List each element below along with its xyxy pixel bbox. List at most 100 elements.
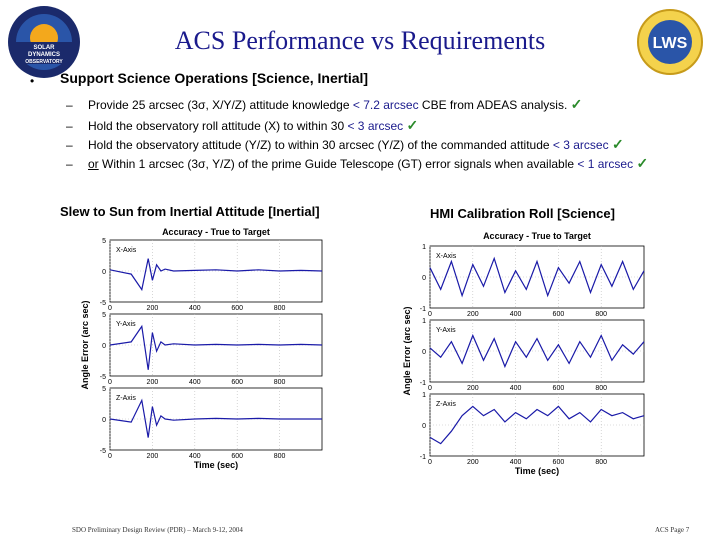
- panel-label: X-Axis: [116, 247, 137, 254]
- x-tick-label: 200: [147, 305, 159, 312]
- x-tick-label: 0: [428, 385, 432, 392]
- sub-text: Hold the observatory attitude (Y/Z) to w…: [88, 138, 553, 152]
- chart-title: Accuracy - True to Target: [483, 231, 591, 241]
- sub-text: Within 1 arcsec (3σ, Y/Z) of the prime G…: [98, 157, 578, 171]
- y-tick-label: -1: [420, 380, 426, 387]
- panel-frame: [429, 319, 645, 383]
- panel-frame: [429, 245, 645, 309]
- requirement-value: < 7.2 arcsec: [352, 98, 419, 112]
- dash: –: [66, 98, 73, 112]
- slew-chart: Accuracy - True to Target Angle Error (ar…: [80, 227, 323, 470]
- x-tick-label: 800: [274, 453, 286, 460]
- sdo-logo-graphic: SOLAR DYNAMICS OBSERVATORY: [8, 6, 80, 78]
- main-bullet: Support Science Operations [Science, Ine…: [60, 70, 369, 86]
- living-with-a-star-logo: LWS: [628, 4, 712, 80]
- y-tick-label: -5: [100, 300, 106, 307]
- sub-text: Provide 25 arcsec (3σ, X/Y/Z) attitude k…: [88, 98, 353, 112]
- x-tick-label: 600: [231, 453, 243, 460]
- x-axis-label: Time (sec): [515, 466, 559, 476]
- chart-title: Accuracy - True to Target: [162, 227, 270, 237]
- requirement-value: < 3 arcsec: [552, 138, 609, 152]
- x-tick-label: 200: [467, 459, 479, 466]
- x-tick-label: 800: [274, 379, 286, 386]
- x-tick-label: 600: [231, 379, 243, 386]
- x-tick-label: 200: [147, 453, 159, 460]
- sub-bullet-2: – Hold the observatory roll attitude (X) …: [66, 117, 418, 134]
- y-tick-label: -1: [420, 454, 426, 461]
- x-tick-label: 0: [428, 311, 432, 318]
- y-tick-label: 0: [422, 349, 426, 356]
- x-axis-label: Time (sec): [194, 460, 238, 470]
- svg-text:LWS: LWS: [653, 35, 688, 52]
- lws-logo-graphic: LWS: [637, 9, 703, 75]
- panel-label: Y-Axis: [116, 321, 136, 328]
- panel-label: Z-Axis: [116, 395, 136, 402]
- check-icon: ✓: [570, 96, 583, 112]
- series-line-z-axis: [429, 405, 645, 445]
- svg-text:OBSERVATORY: OBSERVATORY: [25, 59, 63, 65]
- check-icon: ✓: [611, 136, 624, 152]
- x-tick-label: 800: [274, 305, 286, 312]
- x-tick-label: 0: [108, 453, 112, 460]
- x-tick-label: 800: [595, 385, 607, 392]
- check-icon: ✓: [406, 117, 419, 133]
- requirement-value: < 1 arcsec: [577, 157, 634, 171]
- footer-left: SDO Preliminary Design Review (PDR) – Ma…: [72, 526, 243, 534]
- sub-bullet-4: – or Within 1 arcsec (3σ, Y/Z) of the pri…: [66, 155, 648, 172]
- solar-dynamics-observatory-logo: SOLAR DYNAMICS OBSERVATORY: [6, 4, 82, 80]
- y-tick-label: 5: [102, 386, 106, 393]
- x-tick-label: 600: [553, 311, 565, 318]
- check-icon: ✓: [636, 155, 649, 171]
- right-chart-caption: HMI Calibration Roll [Science]: [430, 206, 615, 221]
- dash: –: [66, 157, 73, 171]
- x-tick-label: 400: [510, 459, 522, 466]
- panel-frame: [429, 393, 645, 457]
- x-tick-label: 0: [108, 379, 112, 386]
- y-tick-label: 1: [422, 392, 426, 399]
- y-tick-label: -5: [100, 448, 106, 455]
- bullet-marker: •: [30, 74, 35, 88]
- x-tick-label: 800: [595, 311, 607, 318]
- series-line-x-axis: [109, 258, 323, 292]
- sub-pre: or: [88, 157, 99, 171]
- slide-title: ACS Performance vs Requirements: [174, 26, 546, 55]
- calibration-roll-chart: Accuracy - True to Target Angle Error (ar…: [402, 231, 645, 476]
- series-line-y-axis: [109, 324, 323, 370]
- dash: –: [66, 119, 73, 133]
- svg-text:SOLAR: SOLAR: [34, 45, 56, 51]
- series-line-y-axis: [429, 333, 645, 369]
- y-tick-label: -5: [100, 374, 106, 381]
- sub-post: CBE from ADEAS analysis.: [418, 98, 568, 112]
- y-tick-label: 0: [422, 423, 426, 430]
- y-tick-label: 0: [102, 417, 106, 424]
- y-tick-label: 0: [422, 275, 426, 282]
- panel-label: X-Axis: [436, 253, 457, 260]
- sub-bullet-3: – Hold the observatory attitude (Y/Z) to …: [66, 136, 624, 153]
- y-tick-label: 5: [102, 312, 106, 319]
- y-tick-label: 0: [102, 269, 106, 276]
- dash: –: [66, 138, 73, 152]
- x-tick-label: 600: [553, 385, 565, 392]
- series-line-x-axis: [429, 256, 645, 298]
- footer-right: ACS Page 7: [655, 526, 690, 534]
- panel-label: Y-Axis: [436, 327, 456, 334]
- y-tick-label: 1: [422, 318, 426, 325]
- x-tick-label: 0: [108, 305, 112, 312]
- x-tick-label: 600: [553, 459, 565, 466]
- y-tick-label: -1: [420, 306, 426, 313]
- x-tick-label: 400: [510, 311, 522, 318]
- x-tick-label: 200: [467, 311, 479, 318]
- sub-bullet-1: – Provide 25 arcsec (3σ, X/Y/Z) attitude …: [66, 96, 582, 113]
- y-tick-label: 5: [102, 238, 106, 245]
- series-line-z-axis: [109, 398, 322, 438]
- x-tick-label: 200: [147, 379, 159, 386]
- x-tick-label: 400: [189, 305, 201, 312]
- y-tick-label: 1: [422, 244, 426, 251]
- left-chart-caption: Slew to Sun from Inertial Attitude [Iner…: [60, 204, 320, 219]
- x-tick-label: 600: [231, 305, 243, 312]
